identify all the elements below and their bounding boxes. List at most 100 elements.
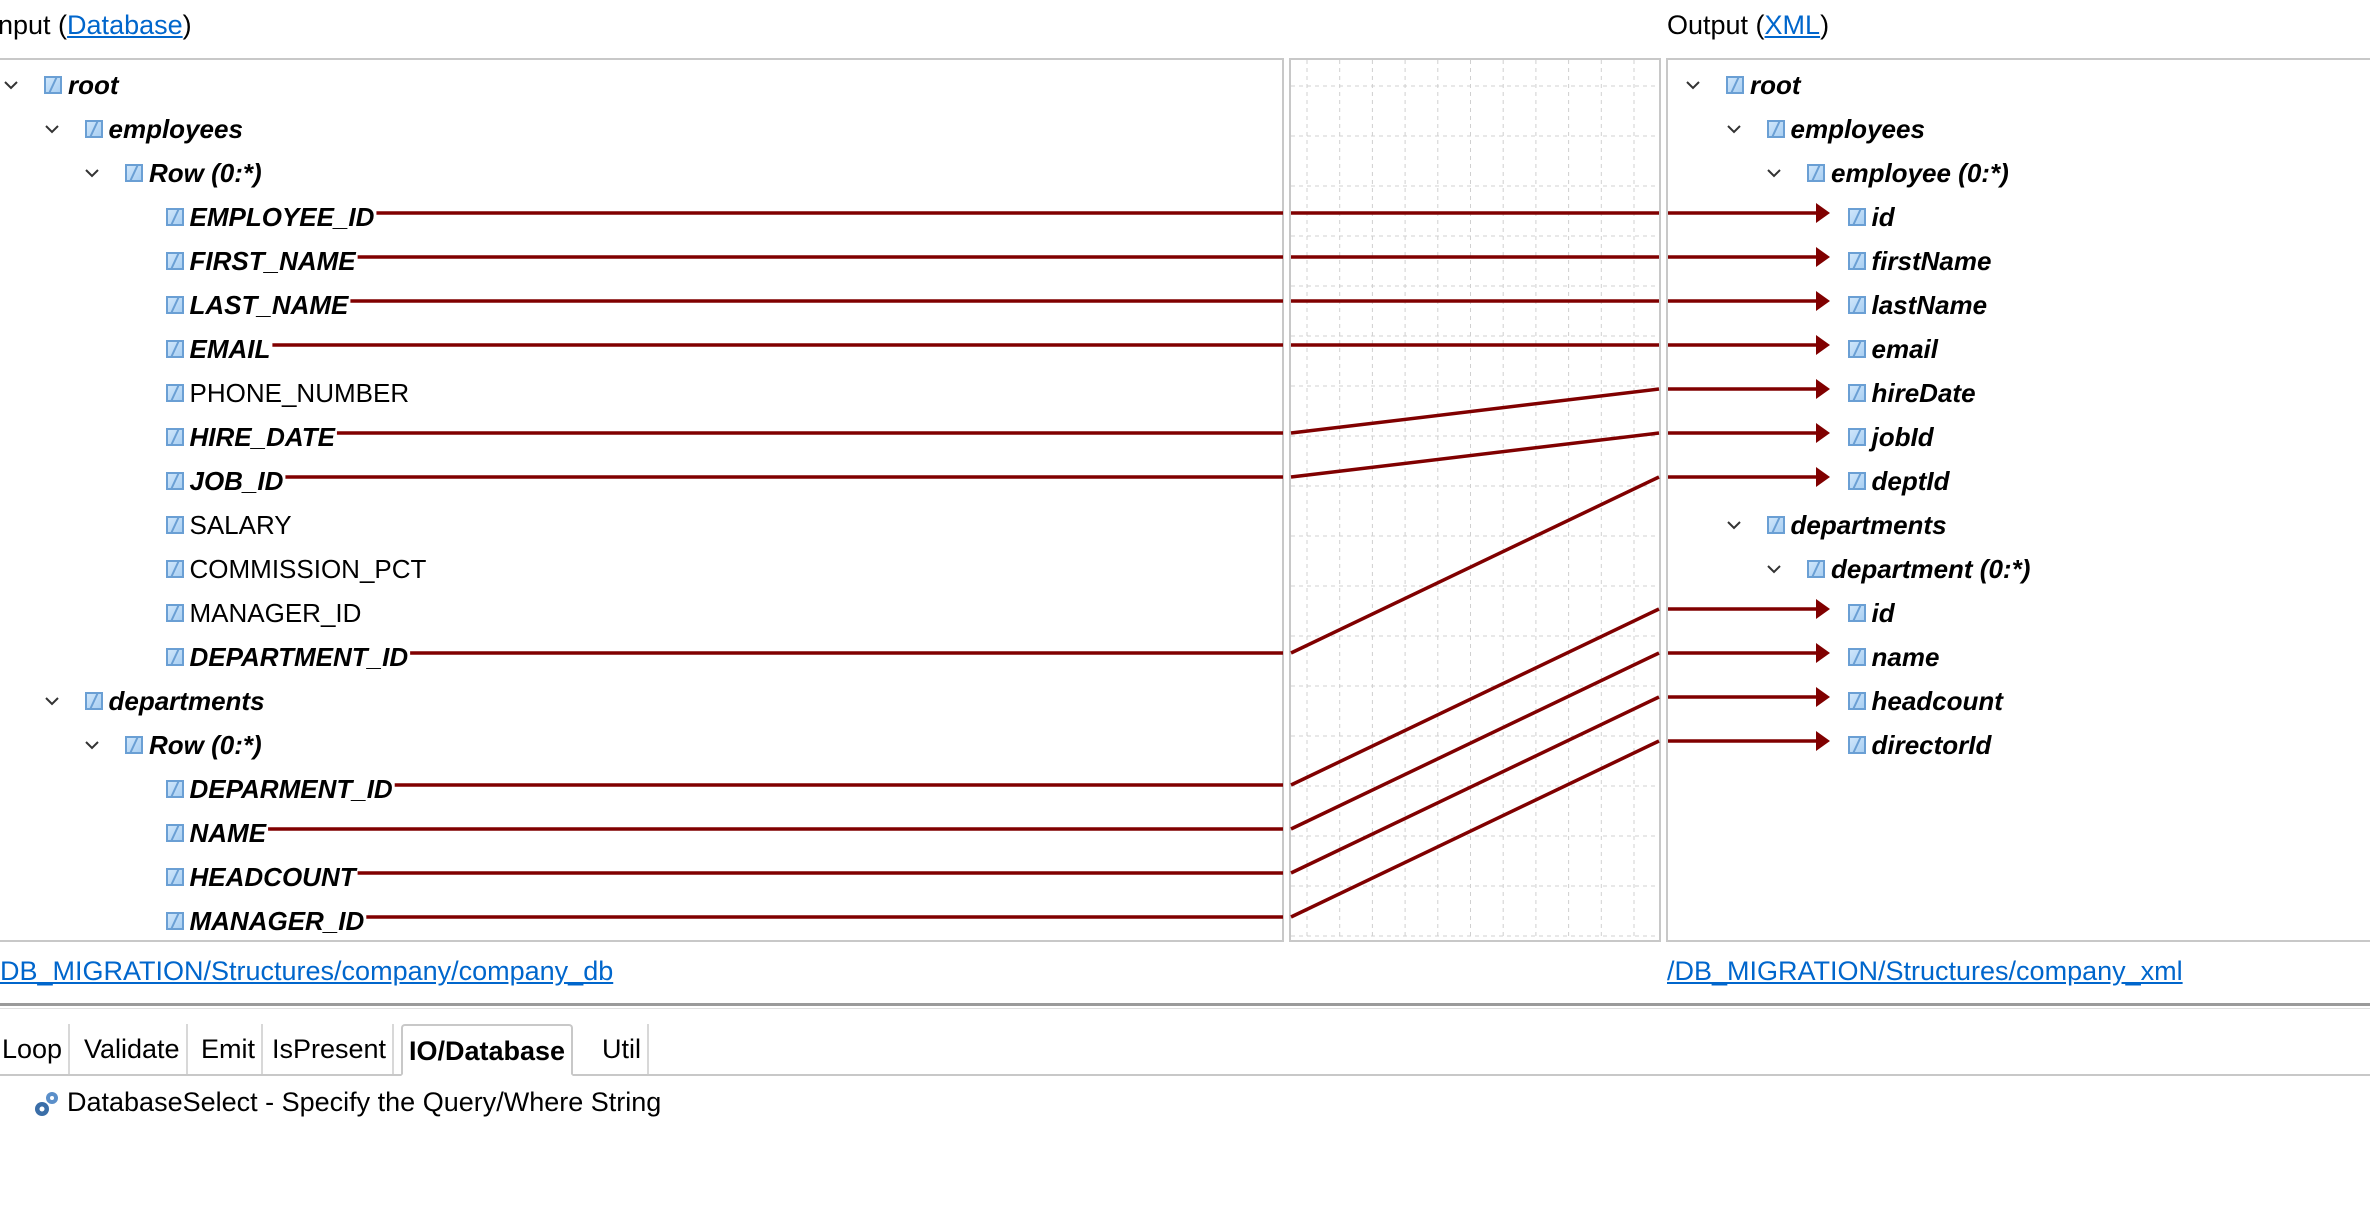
element-icon — [165, 604, 184, 622]
chevron-down-icon[interactable] — [85, 738, 99, 752]
tree-node-label: DEPARTMENT_ID — [189, 642, 409, 672]
tree-node-label: firstName — [1871, 246, 1992, 276]
tree-node[interactable]: lastName — [1668, 285, 2370, 325]
output-tree-panel[interactable]: root employees employee (0:*) id firstName la… — [1666, 58, 2370, 942]
tab-validate[interactable]: Validate — [78, 1024, 188, 1074]
tree-node[interactable]: root — [0, 65, 1282, 105]
tree-node[interactable]: NAME — [0, 813, 1282, 853]
chevron-down-icon[interactable] — [1686, 78, 1700, 92]
input-header: nput (Database) — [0, 10, 192, 41]
tree-node-label: LAST_NAME — [189, 290, 349, 320]
tree-node[interactable]: Row (0:*) — [0, 725, 1282, 765]
tree-node[interactable]: hireDate — [1668, 373, 2370, 413]
tree-node[interactable]: id — [1668, 593, 2370, 633]
tree-node[interactable]: employees — [1668, 109, 2370, 149]
element-icon — [1847, 428, 1866, 446]
chevron-down-icon[interactable] — [4, 78, 18, 92]
tree-node-label: departments — [1790, 510, 1947, 540]
element-icon — [1847, 340, 1866, 358]
element-icon — [1847, 208, 1866, 226]
element-icon — [165, 208, 184, 226]
tree-node[interactable]: departments — [0, 681, 1282, 721]
element-icon — [44, 76, 62, 94]
input-header-suffix: ) — [182, 10, 192, 40]
tree-node-label: PHONE_NUMBER — [189, 378, 410, 408]
tree-node[interactable]: directorId — [1668, 725, 2370, 765]
tree-node[interactable]: departments — [1668, 505, 2370, 545]
element-icon — [1766, 516, 1785, 534]
tree-node[interactable]: name — [1668, 637, 2370, 677]
tree-node[interactable]: employee (0:*) — [1668, 153, 2370, 193]
tree-node[interactable]: EMPLOYEE_ID — [0, 197, 1282, 237]
chevron-down-icon[interactable] — [1767, 562, 1781, 576]
element-icon — [165, 868, 184, 886]
element-icon — [165, 296, 184, 314]
output-structure-path-link[interactable]: /DB_MIGRATION/Structures/company_xml — [1667, 956, 2183, 986]
tree-node-label: root — [68, 70, 119, 100]
mapping-canvas[interactable] — [1289, 58, 1661, 942]
tab-ispresent[interactable]: IsPresent — [266, 1024, 395, 1074]
element-icon — [1726, 76, 1744, 94]
chevron-down-icon[interactable] — [44, 122, 59, 136]
tab-util[interactable]: Util — [596, 1024, 649, 1074]
tree-node[interactable]: PHONE_NUMBER — [0, 373, 1282, 413]
tree-node-label: EMPLOYEE_ID — [189, 202, 375, 232]
splitter[interactable] — [0, 1003, 2370, 1006]
tree-node[interactable]: id — [1668, 197, 2370, 237]
tree-node[interactable]: MANAGER_ID — [0, 593, 1282, 633]
tab-emit[interactable]: Emit — [195, 1024, 263, 1074]
tree-node[interactable]: HIRE_DATE — [0, 417, 1282, 457]
element-icon — [165, 780, 184, 798]
tree-node[interactable]: employees — [0, 109, 1282, 149]
element-icon — [84, 120, 103, 138]
chevron-down-icon[interactable] — [85, 166, 99, 180]
tree-node[interactable]: EMAIL — [0, 329, 1282, 369]
element-icon — [165, 824, 184, 842]
element-icon — [84, 692, 103, 710]
tree-node[interactable]: DEPARTMENT_ID — [0, 637, 1282, 677]
palette-item[interactable]: DatabaseSelect - Specify the Query/Where… — [33, 1082, 661, 1122]
tree-node-label: id — [1871, 598, 1895, 628]
tree-node-label: department (0:*) — [1831, 554, 2031, 584]
tree-node[interactable]: headcount — [1668, 681, 2370, 721]
tree-node[interactable]: firstName — [1668, 241, 2370, 281]
tree-node-label: hireDate — [1871, 378, 1976, 408]
chevron-down-icon[interactable] — [1726, 122, 1741, 136]
tree-node-label: FIRST_NAME — [189, 246, 356, 276]
input-structure-path-link[interactable]: DB_MIGRATION/Structures/company/company_… — [0, 956, 614, 986]
chevron-down-icon[interactable] — [1726, 518, 1741, 532]
tree-node[interactable]: deptId — [1668, 461, 2370, 501]
tree-node[interactable]: Row (0:*) — [0, 153, 1282, 193]
element-icon — [165, 472, 184, 490]
tree-node-label: HIRE_DATE — [189, 422, 335, 452]
tree-node[interactable]: DEPARMENT_ID — [0, 769, 1282, 809]
chevron-down-icon[interactable] — [44, 694, 59, 708]
tree-node[interactable]: root — [1668, 65, 2370, 105]
input-type-link[interactable]: Database — [67, 10, 183, 40]
tree-node-label: SALARY — [189, 510, 292, 540]
tree-node-label: JOB_ID — [189, 466, 284, 496]
tree-node-label: EMAIL — [189, 334, 271, 364]
tab-loop[interactable]: Loop — [0, 1024, 71, 1074]
tree-node[interactable]: SALARY — [0, 505, 1282, 545]
gears-icon — [33, 1089, 61, 1119]
tree-node[interactable]: email — [1668, 329, 2370, 369]
tree-node[interactable]: JOB_ID — [0, 461, 1282, 501]
tab-io-database[interactable]: IO/Database — [401, 1024, 574, 1076]
chevron-down-icon[interactable] — [1767, 166, 1781, 180]
element-icon — [165, 648, 184, 666]
input-tree-panel[interactable]: root employees Row (0:*) EMPLOYEE_ID FIRST_N… — [0, 58, 1284, 942]
element-icon — [165, 516, 184, 534]
output-type-link[interactable]: XML — [1764, 10, 1821, 40]
tree-node[interactable]: MANAGER_ID — [0, 901, 1282, 941]
tree-node-label: id — [1871, 202, 1895, 232]
tree-node[interactable]: FIRST_NAME — [0, 241, 1282, 281]
tree-node-label: employees — [1790, 114, 1925, 144]
element-icon — [1847, 648, 1866, 666]
element-icon — [165, 340, 184, 358]
tree-node[interactable]: jobId — [1668, 417, 2370, 457]
tree-node[interactable]: department (0:*) — [1668, 549, 2370, 589]
tree-node[interactable]: COMMISSION_PCT — [0, 549, 1282, 589]
tree-node[interactable]: LAST_NAME — [0, 285, 1282, 325]
tree-node[interactable]: HEADCOUNT — [0, 857, 1282, 897]
